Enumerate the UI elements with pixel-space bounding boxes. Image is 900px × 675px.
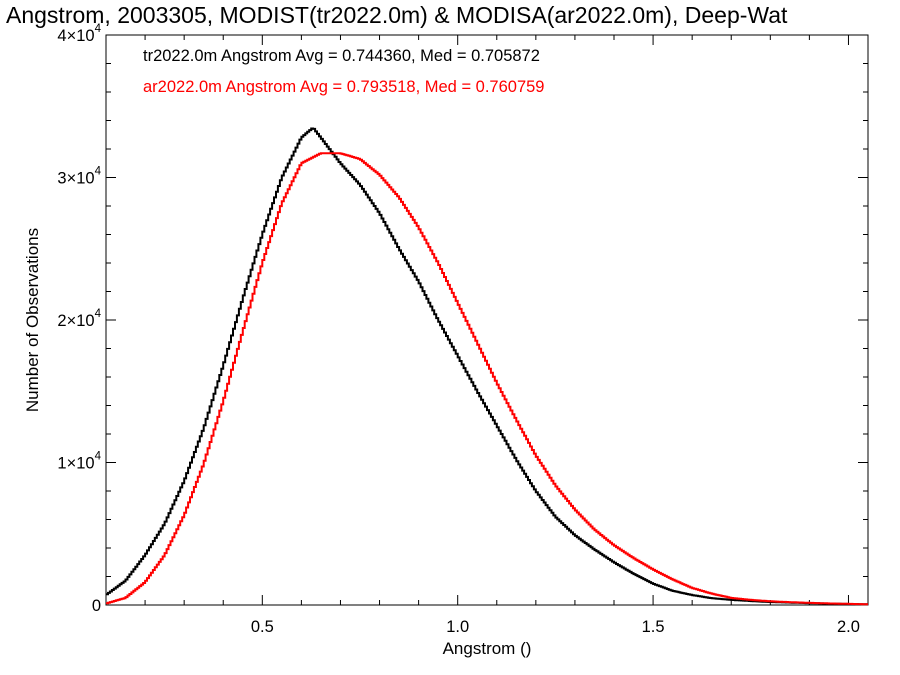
y-tick-label: 1×104 [57,451,101,473]
y-axis-label: Number of Observations [23,228,42,412]
x-tick-label: 0.5 [251,618,274,636]
x-tick-label: 1.5 [642,618,665,636]
chart-title: Angstrom, 2003305, MODIST(tr2022.0m) & M… [6,2,788,28]
x-tick-label: 2.0 [837,618,860,636]
x-axis: 0.5 1.0 1.5 2.0 [105,35,860,636]
x-axis-label: Angstrom () [443,639,532,658]
y-tick-label: 0 [92,597,101,615]
series-line-red [106,152,868,606]
plot-frame [105,34,869,606]
series-lines [106,127,868,606]
series-line-black [106,127,868,606]
y-tick-label: 4×104 [57,23,101,45]
y-tick-label: 2×104 [57,308,101,330]
y-axis: 0 1×104 2×104 3×104 4×104 [57,23,868,615]
x-tick-label: 1.0 [446,618,469,636]
legend-entry-red: ar2022.0m Angstrom Avg = 0.793518, Med =… [143,78,545,96]
legend-entry-black: tr2022.0m Angstrom Avg = 0.744360, Med =… [143,47,540,65]
y-tick-label: 3×104 [57,166,101,188]
